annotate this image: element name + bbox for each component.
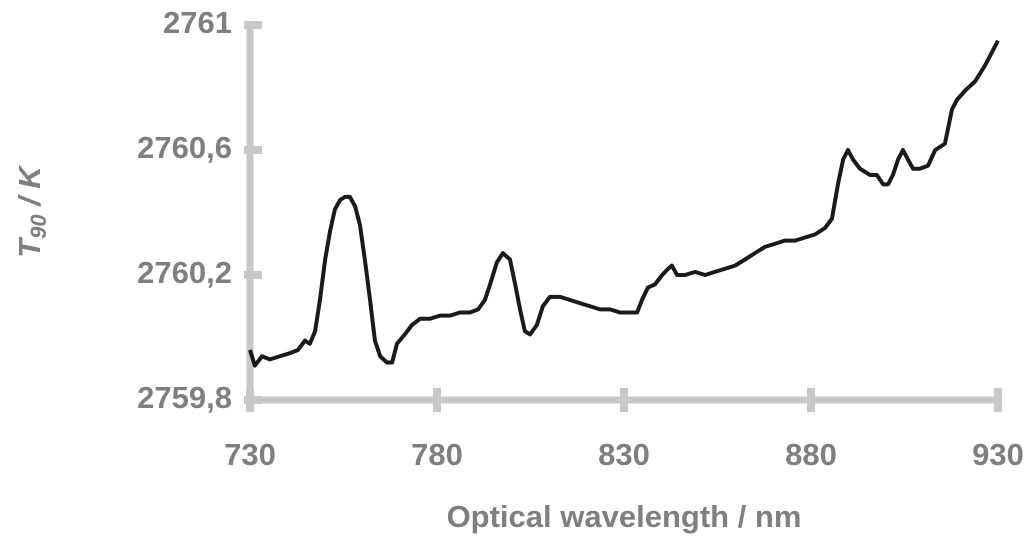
x-tick-label: 930 — [972, 437, 1024, 472]
x-tick-label: 730 — [224, 437, 276, 472]
x-axis-label: Optical wavelength / nm — [447, 499, 802, 534]
y-axis-label-subscript: 90 — [26, 214, 51, 239]
x-tick-label: 880 — [785, 437, 837, 472]
y-tick-label: 2761 — [163, 5, 232, 40]
y-tick-label: 2760,2 — [137, 255, 232, 290]
y-axis-label-symbol: T — [12, 236, 47, 258]
x-tick-label: 830 — [598, 437, 650, 472]
y-tick-label: 2760,6 — [137, 130, 232, 165]
y-tick-label: 2759,8 — [137, 380, 232, 415]
data-line — [248, 39, 1000, 368]
y-axis-label: T90 / K — [12, 164, 51, 258]
y-axis-label-unit: / K — [12, 164, 47, 215]
x-tick-label: 780 — [411, 437, 463, 472]
